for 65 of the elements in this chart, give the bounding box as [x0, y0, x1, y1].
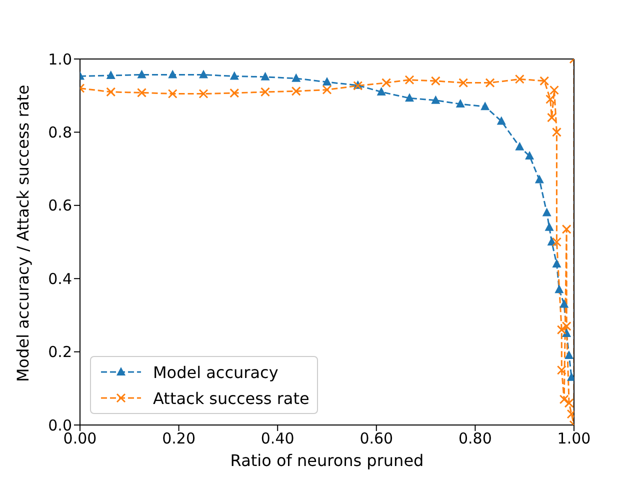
y-tick-label: 0.6 [48, 196, 72, 215]
point [562, 224, 572, 234]
y-tick-label: 0.8 [48, 124, 72, 142]
point [534, 174, 544, 184]
point [230, 88, 240, 98]
point [485, 78, 495, 88]
point [292, 73, 301, 82]
point [230, 71, 239, 80]
point [430, 76, 440, 86]
point [556, 365, 566, 375]
point [198, 89, 208, 99]
legend-label: Attack success rate [153, 388, 310, 408]
x-tick-label: 0.80 [458, 430, 492, 448]
y-tick-label: 1.0 [48, 50, 72, 68]
point [546, 94, 556, 104]
point [554, 284, 564, 294]
point [291, 86, 301, 96]
y-axis-title: Model accuracy / Attack success rate [14, 84, 33, 382]
point [106, 70, 116, 79]
point [260, 72, 270, 80]
point [552, 237, 562, 247]
point [496, 116, 506, 125]
point [456, 99, 465, 108]
point [405, 93, 414, 102]
point [168, 70, 178, 78]
point [514, 74, 524, 84]
y-tick-label: 0.2 [48, 343, 72, 362]
point [556, 325, 566, 335]
point [525, 150, 534, 160]
point [260, 87, 270, 97]
point [562, 321, 572, 331]
point [480, 102, 490, 110]
point [562, 328, 572, 337]
x-tick-label: 0.40 [260, 430, 294, 448]
point [559, 394, 569, 404]
point [322, 77, 332, 86]
x-tick-label: 1.00 [557, 430, 591, 448]
x-axis-title: Ratio of neurons pruned [230, 451, 424, 470]
point [137, 88, 146, 98]
point [547, 112, 557, 122]
point [431, 95, 440, 104]
point [404, 75, 414, 85]
point [542, 208, 552, 216]
point [540, 76, 550, 86]
point [199, 70, 208, 78]
point [106, 87, 116, 97]
x-tick-label: 0.00 [63, 430, 97, 448]
point [322, 84, 332, 94]
x-tick-label: 0.20 [162, 430, 196, 448]
point [544, 222, 554, 231]
point [552, 258, 562, 268]
point [458, 78, 468, 88]
point [382, 78, 392, 88]
point [376, 86, 386, 96]
y-tick-label: 0.4 [48, 270, 72, 288]
point [552, 127, 562, 137]
legend-label: Model accuracy [153, 362, 278, 382]
point [564, 350, 574, 359]
point [137, 70, 146, 78]
point [515, 142, 524, 150]
point [168, 89, 178, 99]
point [560, 299, 569, 308]
point [564, 398, 574, 408]
x-tick-label: 0.60 [360, 430, 394, 448]
point [549, 85, 559, 95]
